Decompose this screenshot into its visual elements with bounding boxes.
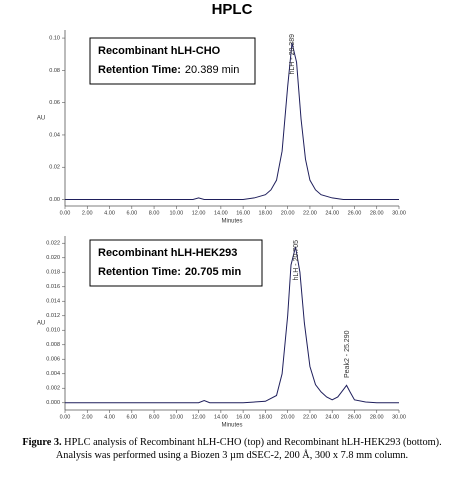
x-tick-label: 22.00 [303, 414, 317, 420]
y-tick-label: 0.014 [46, 299, 60, 305]
label-box [89, 239, 263, 287]
x-tick-label: 6.00 [126, 210, 137, 216]
x-tick-label: 14.00 [214, 414, 228, 420]
y-tick-label: 0.012 [46, 313, 60, 319]
sample-name: Recombinant hLH-CHO [98, 45, 221, 57]
y-tick-label: 0.04 [49, 132, 60, 138]
x-tick-label: 2.00 [82, 414, 93, 420]
x-tick-label: 24.00 [325, 414, 339, 420]
x-tick-label: 28.00 [370, 414, 384, 420]
y-tick-label: 0.008 [46, 342, 60, 348]
x-tick-label: 30.00 [392, 414, 406, 420]
x-tick-label: 18.00 [259, 414, 273, 420]
x-tick-label: 10.00 [169, 414, 183, 420]
peak-label: hLH - 20.389 [289, 34, 296, 75]
y-tick-label: 0.00 [49, 197, 60, 203]
y-tick-label: 0.022 [46, 241, 60, 247]
x-tick-label: 8.00 [149, 414, 160, 420]
y-tick-label: 0.004 [46, 371, 60, 377]
caption: Figure 3. HPLC analysis of Recombinant h… [22, 436, 442, 462]
y-tick-label: 0.020 [46, 255, 60, 261]
retention-value: 20.389 min [185, 64, 239, 76]
x-tick-label: 18.00 [259, 210, 273, 216]
x-tick-label: 0.00 [60, 210, 71, 216]
x-tick-label: 6.00 [126, 414, 137, 420]
retention-label: Retention Time: [98, 266, 181, 278]
retention-line: Retention Time: 20.705 min [98, 266, 241, 278]
sample-name: Recombinant hLH-HEK293 [98, 247, 237, 259]
y-tick-label: 0.06 [49, 100, 60, 106]
y-axis-label: AU [37, 321, 45, 327]
y-tick-label: 0.02 [49, 165, 60, 171]
caption-label: Figure 3. [22, 437, 62, 448]
x-tick-label: 10.00 [169, 210, 183, 216]
heading: HPLC [212, 1, 253, 18]
x-tick-label: 12.00 [192, 210, 206, 216]
x-tick-label: 2.00 [82, 210, 93, 216]
y-tick-label: 0.016 [46, 284, 60, 290]
y-axis-label: AU [37, 116, 45, 122]
x-tick-label: 20.00 [281, 414, 295, 420]
x-tick-label: 26.00 [348, 210, 362, 216]
chromatogram-line [65, 42, 399, 201]
x-tick-label: 8.00 [149, 210, 160, 216]
figure: HPLC 0.00 0.02 0.04 0.06 0.08 0.10 0.00 2.00 4.0… [37, 1, 406, 429]
x-tick-label: 22.00 [303, 210, 317, 216]
y-tick-label: 0.000 [46, 400, 60, 406]
y-tick-label: 0.006 [46, 357, 60, 363]
x-tick-label: 30.00 [392, 210, 406, 216]
x-tick-label: 20.00 [281, 210, 295, 216]
y-tick-label: 0.10 [49, 36, 60, 42]
x-tick-label: 4.00 [104, 414, 115, 420]
y-tick-label: 0.010 [46, 328, 60, 334]
x-tick-label: 16.00 [236, 210, 250, 216]
x-tick-label: 26.00 [348, 414, 362, 420]
x-tick-label: 4.00 [104, 210, 115, 216]
x-axis-label: Minutes [221, 423, 242, 429]
y-tick-label: 0.08 [49, 68, 60, 74]
retention-value: 20.705 min [185, 266, 242, 278]
x-tick-label: 14.00 [214, 210, 228, 216]
x-tick-label: 12.00 [192, 414, 206, 420]
chromatogram-line [65, 246, 399, 404]
caption-text: HPLC analysis of Recombinant hLH-CHO (to… [55, 437, 442, 461]
y-tick-label: 0.002 [46, 386, 60, 392]
y-tick-label: 0.018 [46, 270, 60, 276]
x-tick-label: 28.00 [370, 210, 384, 216]
x-axis-label: Minutes [221, 219, 242, 225]
x-tick-label: 0.00 [60, 414, 71, 420]
retention-label: Retention Time: [98, 64, 181, 76]
retention-line: Retention Time: 20.389 min [98, 64, 239, 76]
peak-label: hLH - 20.705 [293, 240, 300, 281]
x-tick-label: 24.00 [325, 210, 339, 216]
label-box [89, 37, 256, 85]
x-tick-label: 16.00 [236, 414, 250, 420]
peak-label: Peak2 - 25.290 [344, 330, 351, 378]
